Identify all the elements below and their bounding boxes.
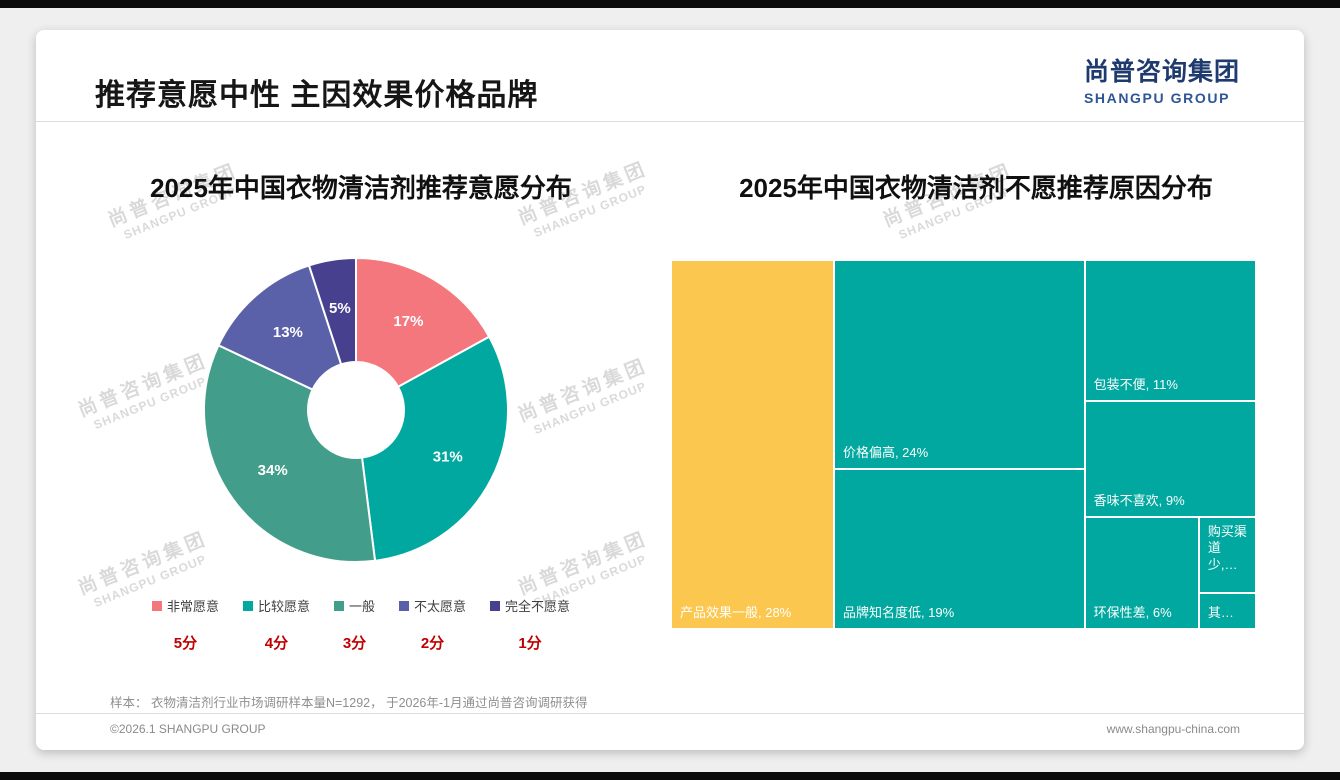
treemap-cell-baozhuang-bubian: 包装不便, 11% <box>1085 261 1255 401</box>
copyright-text: ©2026.1 SHANGPU GROUP <box>110 722 266 736</box>
treemap-cell-label: 环保性差, 6% <box>1093 605 1172 621</box>
logo: 尚普咨询集团 SHANGPU GROUP <box>1084 52 1240 106</box>
treemap-cell-label: 包装不便, 11% <box>1093 377 1178 393</box>
legend-item-5: 完全不愿意 1分 <box>490 596 570 653</box>
donut-data-label: 34% <box>258 462 288 479</box>
treemap-cell-pinpai-zhimingdu-di: 品牌知名度低, 19% <box>834 469 1084 628</box>
treemap-cell-qita: 其… <box>1199 593 1255 628</box>
donut-slice-2 <box>360 335 509 562</box>
donut-chart: 17% 31% 34% 13% 5% <box>196 250 516 570</box>
logo-chinese-text: 尚普咨询集团 <box>1083 58 1240 86</box>
header-divider <box>36 121 1304 122</box>
treemap-cell-label: 产品效果一般, 28% <box>680 605 792 621</box>
score-label: 2分 <box>420 635 445 652</box>
treemap-cell-label: 品牌知名度低, 19% <box>842 605 955 621</box>
score-label: 1分 <box>518 635 542 652</box>
treemap-cell-label: 购买渠道少,… <box>1207 523 1247 573</box>
logo-english-text: SHANGPU GROUP <box>1083 90 1231 106</box>
watermark-english-text: SHANGPU GROUP <box>531 378 649 438</box>
legend-item-4: 不太愿意 2分 <box>399 596 466 653</box>
legend-swatch <box>333 600 344 611</box>
donut-slice-3 <box>203 343 377 563</box>
sample-note: 样本： 衣物清洁剂行业市场调研样本量N=1292， 于2026年-1月通过尚普咨… <box>110 696 588 710</box>
bottom-black-bar <box>0 772 1340 780</box>
donut-slice-5 <box>307 256 357 366</box>
footer-divider <box>36 713 1304 714</box>
treemap-chart: 产品效果一般, 28% 价格偏高, 24% 品牌知名度低, 19% 包装不便, 11%… <box>672 261 1255 628</box>
treemap-cell-xiangwei-buxihuan: 香味不喜欢, 9% <box>1085 401 1255 517</box>
watermark-chinese-text: 尚普咨询集团 <box>75 528 212 600</box>
slide-title: 推荐意愿中性 主因效果价格品牌 <box>95 79 539 112</box>
treemap-cell-label: 香味不喜欢, 9% <box>1093 493 1185 509</box>
score-label: 5分 <box>173 635 198 652</box>
treemap-cell-jiage-piangao: 价格偏高, 24% <box>834 261 1084 469</box>
donut-data-label: 13% <box>273 324 303 341</box>
score-label: 4分 <box>264 635 289 652</box>
legend-label: 完全不愿意 <box>505 599 571 614</box>
legend-swatch <box>151 600 162 611</box>
legend-label: 非常愿意 <box>166 599 219 614</box>
slide: 尚普咨询集团 SHANGPU GROUP 尚普咨询集团 SHANGPU GROUP 尚普… <box>36 30 1304 750</box>
donut-legend: 非常愿意 5分 比较愿意 4分 一般 3分 不太愿意 2分 完全不愿意 1分 <box>76 596 646 653</box>
treemap-cell-label: 价格偏高, 24% <box>842 445 929 461</box>
legend-label: 一般 <box>348 599 375 614</box>
legend-swatch <box>242 600 253 611</box>
watermark-chinese-text: 尚普咨询集团 <box>515 355 652 427</box>
treemap-cell-huanbaoxing-cha: 环保性差, 6% <box>1085 517 1198 628</box>
donut-data-label: 17% <box>393 313 423 330</box>
treemap-cell-goumai-qudao-shao: 购买渠道少,… <box>1199 517 1255 593</box>
legend-item-1: 非常愿意 5分 <box>151 596 219 653</box>
treemap-chart-title: 2025年中国衣物清洁剂不愿推荐原因分布 <box>739 173 1213 203</box>
donut-data-label: 5% <box>329 300 351 317</box>
score-label: 3分 <box>342 635 367 652</box>
donut-data-label: 31% <box>433 448 463 465</box>
legend-swatch <box>490 600 501 611</box>
top-black-bar <box>0 0 1340 8</box>
watermark-chinese-text: 尚普咨询集团 <box>75 350 212 422</box>
treemap-cell-chanpin-xiaoguo-yiban: 产品效果一般, 28% <box>672 261 833 628</box>
legend-item-2: 比较愿意 4分 <box>242 596 310 653</box>
legend-swatch <box>399 600 409 611</box>
legend-label: 比较愿意 <box>257 599 310 614</box>
donut-svg: 17% 31% 34% 13% 5% <box>203 256 509 563</box>
legend-label: 不太愿意 <box>414 599 467 614</box>
donut-slice-4 <box>217 264 343 391</box>
legend-item-3: 一般 3分 <box>333 596 375 653</box>
donut-chart-title: 2025年中国衣物清洁剂推荐意愿分布 <box>150 173 572 203</box>
watermark-chinese-text: 尚普咨询集团 <box>515 528 652 600</box>
treemap-cell-label: 其… <box>1207 605 1234 621</box>
website-url: www.shangpu-china.com <box>1106 722 1240 736</box>
